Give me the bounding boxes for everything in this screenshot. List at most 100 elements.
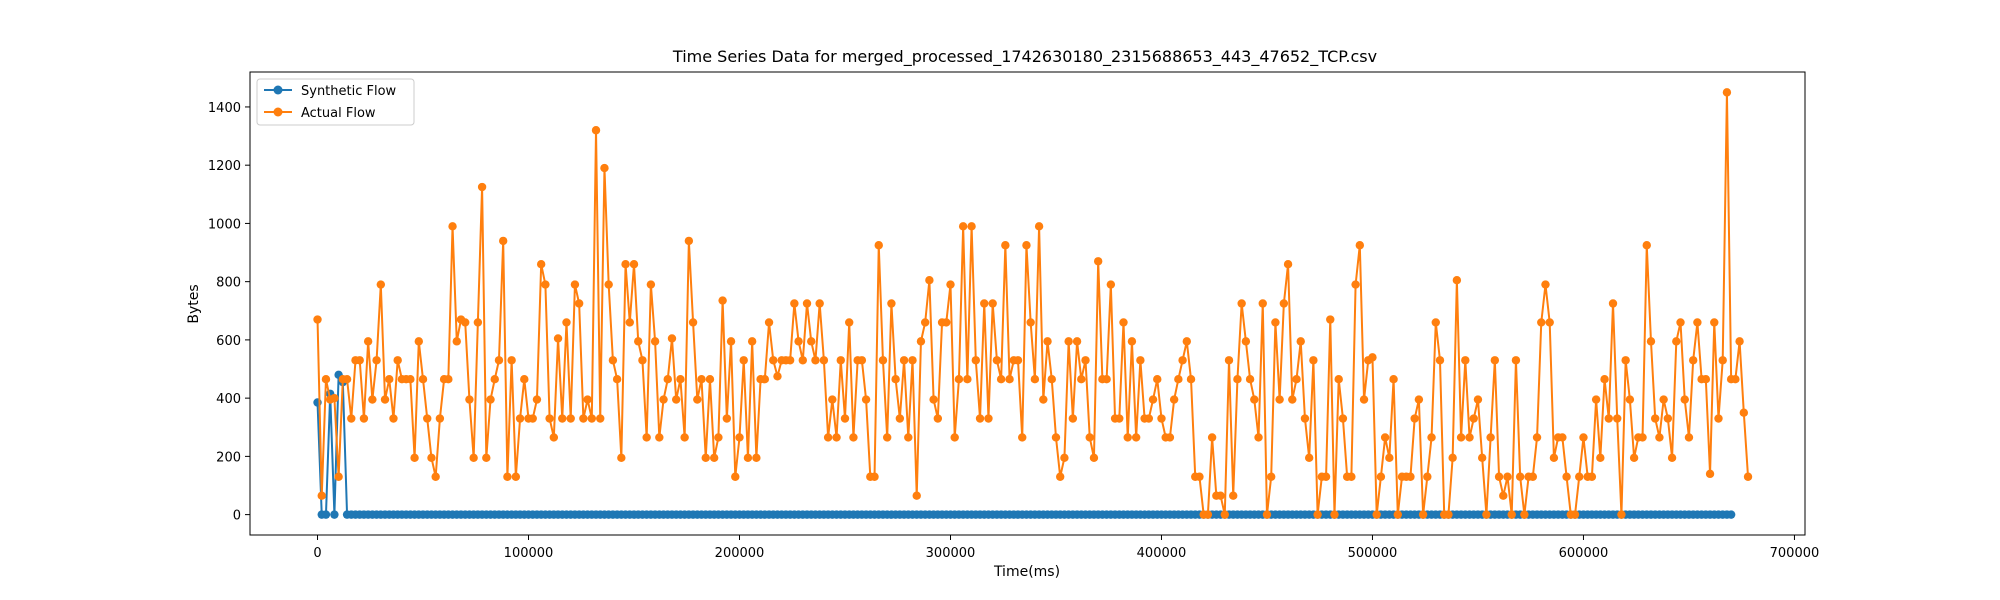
data-point-actual-flow	[1330, 510, 1339, 519]
data-point-actual-flow	[427, 453, 436, 463]
data-point-actual-flow	[739, 356, 748, 365]
data-point-actual-flow	[1515, 472, 1525, 481]
data-point-actual-flow	[963, 375, 972, 384]
data-point-actual-flow	[1102, 375, 1111, 384]
data-point-actual-flow	[1558, 433, 1567, 442]
data-point-actual-flow	[1043, 337, 1052, 346]
data-point-actual-flow	[672, 395, 681, 404]
data-point-actual-flow	[1005, 375, 1014, 384]
data-point-actual-flow	[435, 414, 445, 423]
y-tick-label: 0	[233, 509, 241, 524]
data-point-actual-flow	[1026, 318, 1035, 327]
data-point-actual-flow	[385, 375, 394, 384]
data-point-actual-flow	[1237, 299, 1246, 308]
data-point-actual-flow	[1659, 395, 1668, 404]
data-point-actual-flow	[1465, 433, 1474, 442]
data-point-actual-flow	[418, 375, 428, 384]
data-point-actual-flow	[1351, 280, 1360, 289]
data-point-actual-flow	[1575, 472, 1584, 481]
data-point-actual-flow	[1410, 414, 1419, 423]
data-point-actual-flow	[743, 453, 753, 463]
data-point-actual-flow	[646, 280, 656, 289]
data-point-actual-flow	[368, 395, 377, 404]
data-point-actual-flow	[1494, 472, 1504, 481]
data-point-actual-flow	[511, 472, 521, 481]
data-point-actual-flow	[1600, 375, 1609, 384]
data-point-actual-flow	[1262, 510, 1272, 519]
data-point-actual-flow	[1473, 395, 1483, 404]
data-point-actual-flow	[1380, 433, 1390, 442]
data-point-actual-flow	[912, 491, 921, 500]
data-point-actual-flow	[330, 393, 339, 403]
data-point-actual-flow	[1718, 356, 1727, 365]
data-point-actual-flow	[1372, 510, 1381, 519]
data-point-actual-flow	[642, 433, 651, 442]
series-actual-flow	[313, 88, 1753, 519]
data-point-actual-flow	[1579, 433, 1588, 442]
data-point-actual-flow	[591, 126, 601, 135]
data-point-actual-flow	[1093, 257, 1103, 266]
data-point-actual-flow	[477, 182, 487, 192]
data-point-actual-flow	[1347, 472, 1356, 481]
data-point-actual-flow	[790, 299, 799, 308]
series-synthetic-flow	[313, 370, 1736, 519]
data-point-actual-flow	[1743, 472, 1753, 481]
data-point-actual-flow	[549, 433, 559, 442]
data-point-actual-flow	[676, 375, 685, 384]
data-point-actual-flow	[1300, 414, 1310, 423]
data-point-actual-flow	[1482, 510, 1491, 519]
data-point-actual-flow	[423, 414, 432, 423]
data-point-actual-flow	[1136, 356, 1145, 365]
x-tick-label: 500000	[1348, 546, 1398, 561]
data-point-actual-flow	[1165, 433, 1175, 442]
legend: Synthetic Flow Actual Flow	[256, 78, 415, 126]
y-tick-label: 800	[216, 276, 241, 291]
data-point-actual-flow	[1288, 395, 1297, 404]
data-point-actual-flow	[1018, 433, 1027, 442]
data-point-actual-flow	[1250, 395, 1259, 404]
data-point-actual-flow	[684, 236, 694, 246]
x-tick-label: 200000	[715, 546, 765, 561]
data-point-actual-flow	[1186, 375, 1196, 384]
data-point-actual-flow	[659, 395, 668, 404]
y-tick-label: 600	[216, 334, 241, 349]
data-point-actual-flow	[946, 280, 955, 289]
data-point-actual-flow	[811, 356, 820, 365]
data-point-actual-flow	[1355, 241, 1365, 250]
data-point-actual-flow	[1587, 472, 1597, 481]
data-point-actual-flow	[1131, 433, 1141, 442]
data-point-actual-flow	[925, 276, 934, 285]
data-point-actual-flow	[714, 433, 723, 442]
data-point-actual-flow	[849, 433, 858, 442]
data-point-actual-flow	[1423, 472, 1432, 481]
data-point-actual-flow	[773, 372, 782, 381]
data-point-actual-flow	[1258, 299, 1267, 308]
data-point-actual-flow	[313, 315, 322, 324]
data-point-actual-flow	[984, 414, 993, 423]
data-point-actual-flow	[861, 395, 871, 404]
y-tick-label: 1000	[208, 217, 241, 232]
data-point-actual-flow	[393, 356, 402, 365]
data-point-actual-flow	[1735, 337, 1744, 346]
data-point-actual-flow	[520, 375, 529, 384]
series-line-actual-flow	[316, 91, 1750, 516]
plot-area	[313, 88, 1753, 519]
data-point-actual-flow	[1676, 318, 1685, 327]
data-point-actual-flow	[1279, 299, 1289, 308]
data-point-actual-flow	[1629, 453, 1639, 463]
data-point-actual-flow	[1207, 433, 1217, 442]
x-axis-title: Time(ms)	[993, 564, 1060, 580]
data-point-actual-flow	[1511, 356, 1521, 365]
data-point-actual-flow	[372, 356, 381, 365]
data-point-actual-flow	[1283, 259, 1293, 269]
data-point-actual-flow	[558, 414, 567, 423]
data-point-actual-flow	[857, 356, 867, 365]
data-point-actual-flow	[1701, 375, 1711, 384]
data-point-actual-flow	[807, 337, 816, 346]
legend-marker-actual-flow	[273, 107, 283, 117]
data-point-actual-flow	[1022, 241, 1031, 250]
data-point-actual-flow	[785, 356, 795, 365]
data-point-actual-flow	[1562, 472, 1571, 481]
data-point-actual-flow	[1545, 318, 1554, 327]
